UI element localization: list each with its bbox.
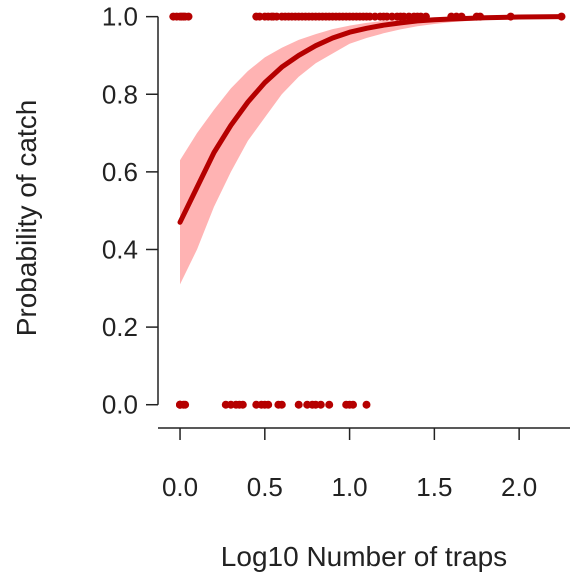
- data-point: [557, 12, 566, 21]
- y-tick-label: 0.8: [102, 79, 138, 109]
- data-point: [238, 400, 247, 409]
- x-tick-label: 1.0: [332, 472, 368, 502]
- y-tick-label: 1.0: [102, 2, 138, 32]
- data-point: [294, 400, 303, 409]
- data-point: [184, 12, 193, 21]
- confidence-band: [180, 16, 562, 285]
- fitted-curve: [177, 14, 564, 225]
- data-point: [457, 12, 466, 21]
- y-tick-label: 0.6: [102, 157, 138, 187]
- data-point: [264, 400, 273, 409]
- data-point: [421, 12, 430, 21]
- axes: 0.0 0.2 0.4 0.6 0.8 1.0 0.0 0.5 1.0 1.5 2.0: [102, 2, 570, 502]
- y-tick-label: 0.2: [102, 312, 138, 342]
- data-point: [362, 400, 371, 409]
- data-point: [325, 400, 334, 409]
- x-tick-label: 0.0: [162, 472, 198, 502]
- y-tick-label: 0.0: [102, 390, 138, 420]
- data-point: [277, 400, 286, 409]
- data-point: [316, 400, 325, 409]
- x-tick-label: 1.5: [416, 472, 452, 502]
- data-point: [506, 12, 515, 21]
- data-point: [349, 400, 357, 409]
- x-axis-label: Log10 Number of traps: [221, 541, 507, 572]
- data-point: [476, 12, 485, 21]
- y-tick-label: 0.4: [102, 234, 138, 264]
- data-point: [181, 400, 190, 409]
- x-tick-label: 2.0: [501, 472, 537, 502]
- y-axis-label: Probability of catch: [11, 100, 42, 337]
- plot-area: [169, 12, 566, 409]
- x-tick-label: 0.5: [247, 472, 283, 502]
